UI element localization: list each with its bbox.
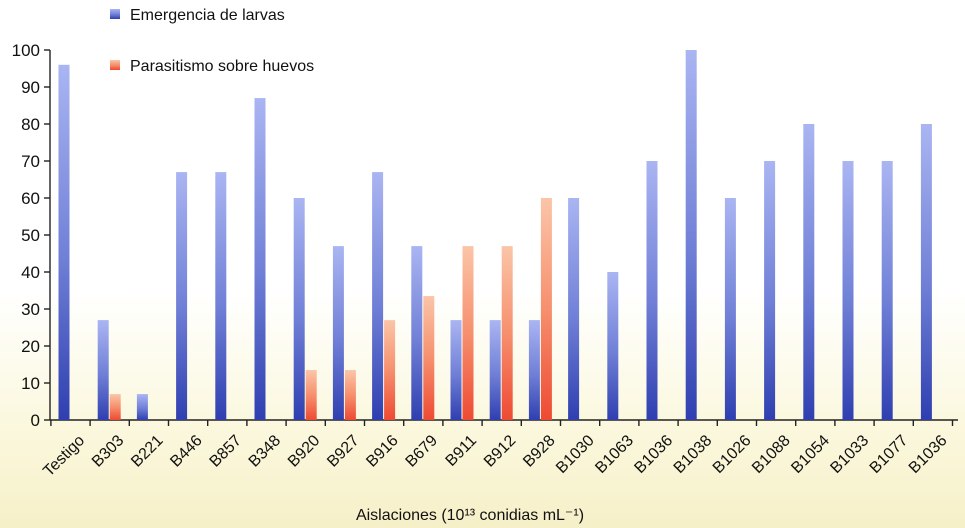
bar-emergencia-larvas [254, 98, 266, 420]
bar-emergencia-larvas [803, 124, 815, 420]
bar-emergencia-larvas [97, 320, 109, 420]
bar-emergencia-larvas [528, 320, 540, 420]
x-tick-label: B1033 [827, 432, 872, 477]
bar-emergencia-larvas [842, 161, 854, 420]
bar-parasitismo-huevos [344, 370, 356, 420]
bar-emergencia-larvas [136, 394, 148, 420]
bar-emergencia-larvas [607, 272, 619, 420]
y-tick-label: 20 [21, 337, 40, 356]
y-tick-label: 80 [21, 115, 40, 134]
x-tick-label: B1036 [906, 432, 951, 477]
y-tick-label: 60 [21, 189, 40, 208]
x-tick-label: B1077 [867, 432, 912, 477]
y-tick-label: 0 [31, 411, 40, 430]
y-tick-label: 90 [21, 78, 40, 97]
x-tick-label: B1088 [749, 432, 794, 477]
y-tick-label: 70 [21, 152, 40, 171]
bar-emergencia-larvas [332, 246, 344, 420]
x-tick-label: B912 [481, 432, 520, 471]
x-tick-label: B446 [167, 432, 206, 471]
y-axis: 0 10 20 30 40 50 60 70 80 90 100 [12, 41, 51, 430]
x-tick-label: B857 [207, 432, 246, 471]
bar-emergencia-larvas [176, 172, 188, 420]
bar-emergencia-larvas [724, 198, 736, 420]
bar-parasitismo-huevos [384, 320, 396, 420]
bar-emergencia-larvas [920, 124, 932, 420]
bar-emergencia-larvas [568, 198, 580, 420]
legend-label-parasitismo: Parasitismo sobre huevos [130, 58, 314, 75]
x-tick-label: B303 [89, 432, 128, 471]
bar-emergencia-larvas [881, 161, 893, 420]
legend-label-emergencia: Emergencia de larvas [130, 7, 285, 24]
y-tick-label: 40 [21, 263, 40, 282]
bar-parasitismo-huevos [423, 296, 435, 420]
x-tick-label: B679 [403, 432, 442, 471]
x-tick-label: B920 [285, 432, 324, 471]
bar-emergencia-larvas [764, 161, 776, 420]
bar-emergencia-larvas [372, 172, 384, 420]
bars [58, 50, 932, 421]
x-tick-label: B221 [128, 432, 167, 471]
bar-parasitismo-huevos [305, 370, 317, 420]
x-tick-label: Testigo [40, 432, 88, 480]
x-tick-label: B911 [443, 432, 481, 470]
x-tick-label: B1038 [671, 432, 716, 477]
y-tick-label: 100 [12, 41, 40, 60]
bar-emergencia-larvas [58, 64, 70, 421]
x-tick-label: B1030 [553, 432, 598, 477]
x-tick-label: B927 [324, 432, 363, 471]
bar-emergencia-larvas [450, 320, 462, 420]
x-axis [50, 419, 958, 426]
x-tick-label: B1036 [631, 432, 676, 477]
category-labels: Testigo B303 B221 B446 B857 B348 B920 B927 B916 B… [40, 432, 950, 480]
bar-emergencia-larvas [646, 161, 658, 420]
legend-swatch-emergencia [110, 9, 120, 19]
bar-emergencia-larvas [489, 320, 501, 420]
bar-parasitismo-huevos [540, 198, 552, 420]
x-tick-label: B1054 [788, 432, 833, 477]
x-axis-title: Aislaciones (10¹³ conidias mL⁻¹) [356, 507, 584, 524]
y-tick-label: 10 [21, 374, 40, 393]
x-tick-label: B348 [246, 432, 285, 471]
x-tick-label: B1026 [710, 432, 755, 477]
x-tick-label: B916 [363, 432, 402, 471]
bar-emergencia-larvas [215, 172, 227, 420]
bar-emergencia-larvas [411, 246, 423, 420]
y-tick-label: 50 [21, 226, 40, 245]
legend-swatch-parasitismo [110, 60, 120, 70]
bar-emergencia-larvas [685, 50, 697, 420]
bar-parasitismo-huevos [501, 246, 513, 420]
bar-parasitismo-huevos [462, 246, 474, 420]
bar-emergencia-larvas [293, 198, 305, 420]
y-tick-label: 30 [21, 300, 40, 319]
legend: Emergencia de larvas Parasitismo sobre h… [110, 7, 314, 75]
x-tick-label: B1063 [592, 432, 637, 477]
bar-parasitismo-huevos [109, 394, 121, 420]
